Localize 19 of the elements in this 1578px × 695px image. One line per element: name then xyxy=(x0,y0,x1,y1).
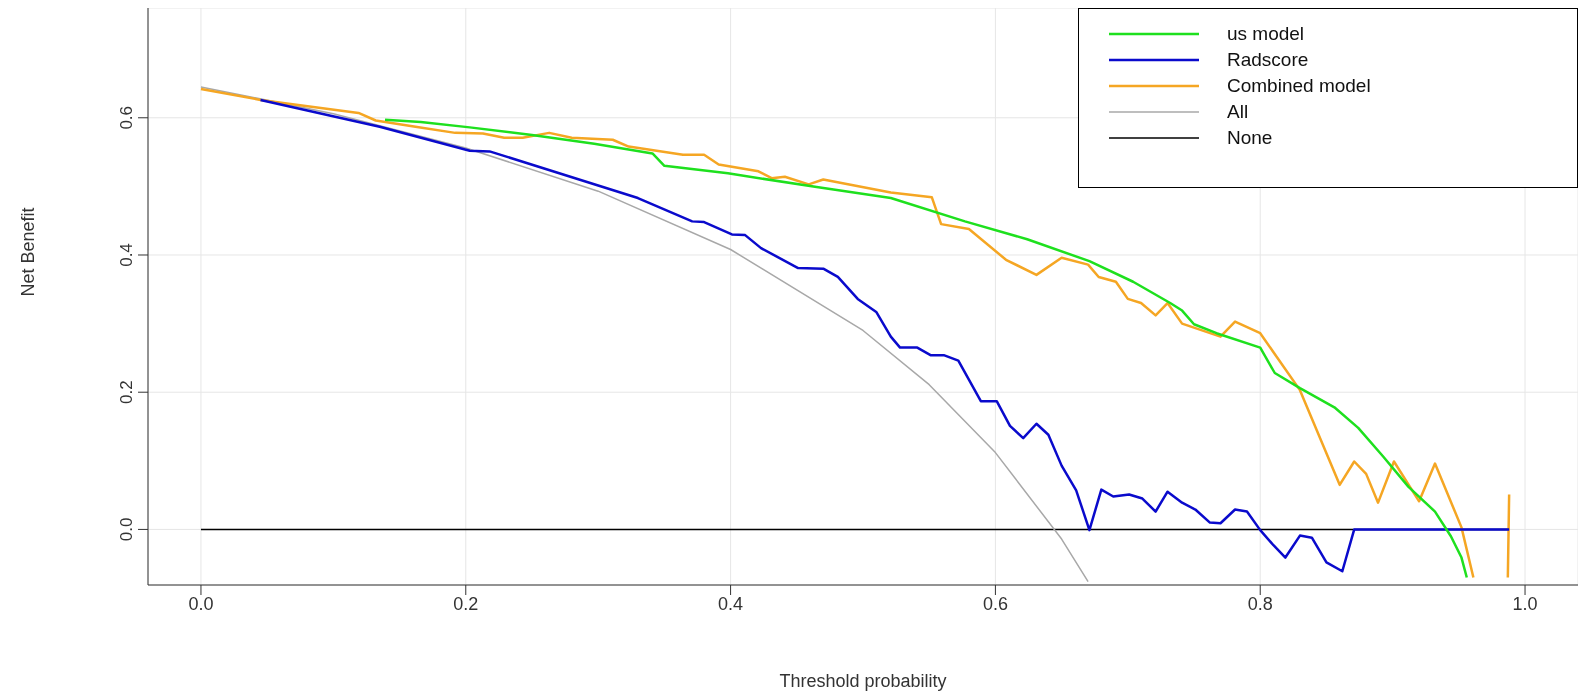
y-axis-title: Net Benefit xyxy=(18,207,39,297)
line-series xyxy=(200,86,1089,583)
y-tick-label: 0.4 xyxy=(117,243,136,267)
x-axis-title: Threshold probability xyxy=(779,671,947,691)
x-tick-label: 1.0 xyxy=(1512,593,1538,614)
legend-label: Radscore xyxy=(1227,49,1309,71)
y-tick-label: 0.6 xyxy=(117,105,136,130)
line-series xyxy=(383,118,1469,579)
y-tick-label: 0.2 xyxy=(117,380,136,405)
x-tick-label: 0.8 xyxy=(1247,593,1273,614)
x-tick-label: 0.0 xyxy=(188,593,214,614)
legend-label: All xyxy=(1227,101,1249,123)
x-tick-label: 0.2 xyxy=(453,593,479,614)
x-tick-label: 0.6 xyxy=(982,593,1008,614)
x-tick-label: 0.4 xyxy=(718,593,744,614)
legend-label: None xyxy=(1227,127,1273,149)
y-tick-label: 0.0 xyxy=(117,517,136,542)
legend-label: us model xyxy=(1227,23,1305,45)
legend-label: Combined model xyxy=(1227,75,1371,97)
